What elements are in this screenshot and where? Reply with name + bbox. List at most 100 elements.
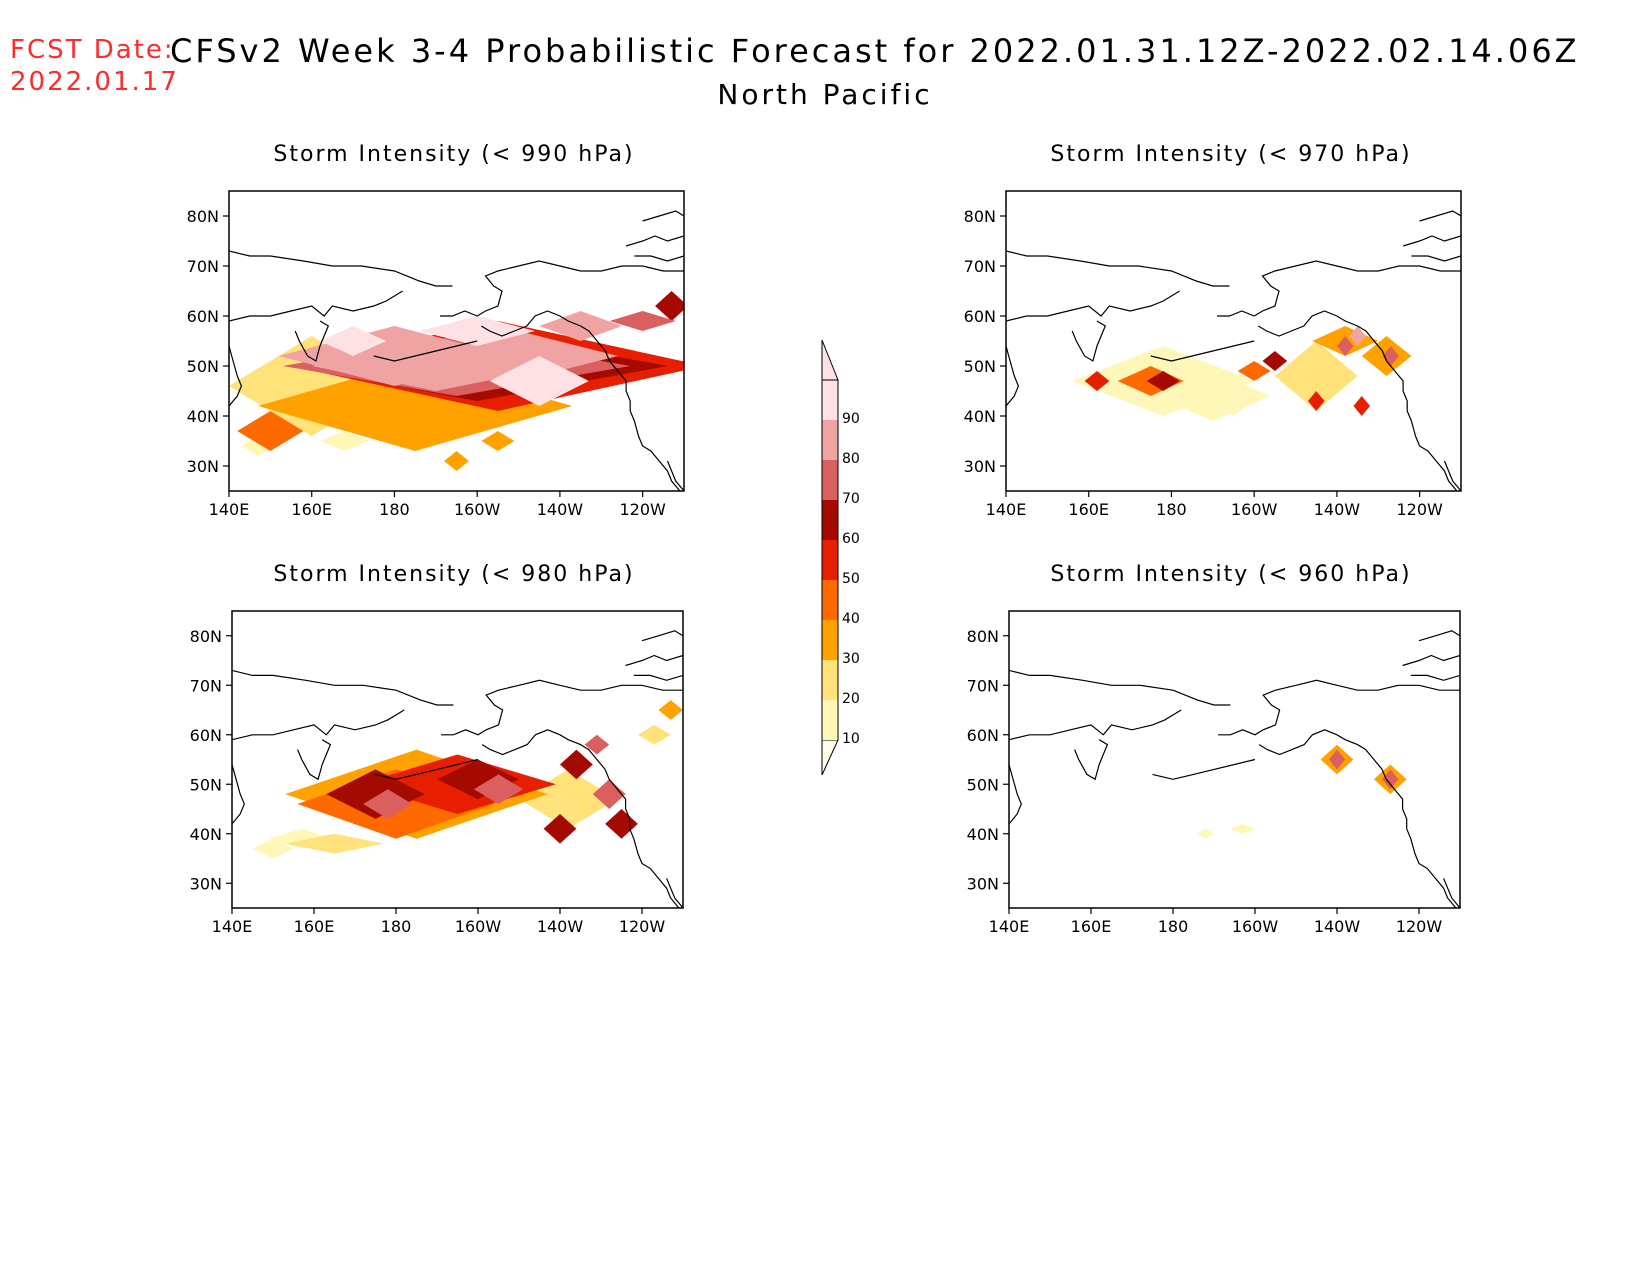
lat-tick-label: 80N: [964, 207, 996, 226]
probability-contour-60: [655, 291, 684, 321]
lon-tick-label: 180: [381, 917, 412, 936]
probability-contour-20: [285, 833, 384, 854]
probability-contour-90: [320, 326, 387, 356]
lat-tick-label: 70N: [964, 257, 996, 276]
page-title: CFSv2 Week 3-4 Probabilistic Forecast fo…: [170, 32, 1580, 70]
probability-contour-70: [584, 734, 610, 755]
lon-tick-label: 180: [1156, 500, 1187, 519]
lat-tick-label: 80N: [187, 207, 219, 226]
coastline: [232, 709, 405, 741]
coastline: [642, 210, 684, 222]
probability-contour-30: [658, 700, 683, 720]
lon-tick-label: 120W: [1396, 500, 1443, 519]
colorbar-label: 10: [842, 731, 860, 747]
colorbar-label: 70: [842, 491, 860, 507]
colorbar-label: 40: [842, 611, 860, 627]
probability-contour-70: [363, 789, 413, 819]
probability-contour-90: [489, 356, 589, 406]
colorbar-label: 30: [842, 651, 860, 667]
lon-tick-label: 180: [1158, 917, 1189, 936]
probability-contour-70: [609, 311, 676, 331]
probability-contour-90: [419, 316, 536, 346]
map-panel: 80N 70N 60N 50N 40N 30N 140E 160E 180 160W 140W 120…: [964, 190, 1462, 519]
lon-tick-label: 160E: [291, 500, 332, 519]
coastline: [294, 320, 330, 362]
lon-tick-label: 120W: [1396, 917, 1443, 936]
coastline-layer: [232, 630, 683, 908]
coastline: [1150, 340, 1255, 362]
colorbar-swatch-10: [822, 700, 838, 740]
lon-tick-label: 140W: [1314, 500, 1361, 519]
map-frame: [231, 610, 684, 909]
coastline: [1006, 345, 1020, 407]
coastline: [1402, 654, 1460, 667]
coastline: [625, 235, 684, 247]
probability-contour-70: [473, 774, 524, 805]
lon-tick-label: 160E: [294, 917, 335, 936]
probability-contour-60: [543, 813, 577, 844]
lon-tick-label: 180: [379, 500, 410, 519]
coastline: [641, 630, 683, 642]
colorbar-top-tip: [821, 339, 839, 381]
lat-tick-label: 70N: [967, 676, 999, 695]
lon-tick-label: 120W: [619, 500, 666, 519]
probability-contour-40: [1237, 361, 1271, 381]
probability-fill-layer: [1197, 744, 1407, 839]
colorbar-bottom-tip: [821, 739, 839, 776]
lon-tick-label: 140W: [1314, 917, 1361, 936]
lon-tick-label: 140E: [212, 917, 253, 936]
lat-tick-label: 80N: [967, 627, 999, 646]
lon-tick-label: 160W: [455, 917, 502, 936]
lon-tick-label: 140W: [537, 500, 584, 519]
coastline: [1152, 758, 1256, 780]
lat-tick-label: 70N: [190, 676, 222, 695]
probability-contour-40: [237, 411, 304, 451]
coastline: [1402, 235, 1461, 247]
probability-contour-30: [444, 451, 469, 471]
lon-tick-label: 160W: [454, 500, 501, 519]
lat-tick-label: 60N: [964, 307, 996, 326]
coastline: [229, 290, 404, 322]
forecast-date-label: FCST Date:: [10, 35, 175, 65]
coastline-layer: [1006, 210, 1461, 491]
coastline: [1071, 320, 1107, 362]
lon-tick-label: 160E: [1068, 500, 1109, 519]
lon-tick-label: 120W: [619, 917, 666, 936]
coastline: [1418, 630, 1460, 642]
coastline: [297, 739, 332, 781]
probability-contour-20: [1274, 341, 1358, 411]
probability-fill-layer: [252, 700, 683, 859]
coastline: [1411, 255, 1461, 262]
coastline-layer: [229, 210, 684, 491]
lon-tick-label: 160W: [1232, 917, 1279, 936]
lat-tick-label: 70N: [187, 257, 219, 276]
probability-contour-60: [605, 809, 638, 839]
probability-contour-50: [1353, 396, 1370, 416]
probability-contour-70: [592, 779, 626, 809]
colorbar-swatch-20: [822, 660, 838, 700]
coastline-layer: [1009, 630, 1460, 908]
colorbar-swatch-30: [822, 620, 838, 660]
probability-contour-70: [1336, 336, 1354, 356]
probability-contour-10: [252, 838, 294, 859]
lon-tick-label: 140E: [989, 917, 1030, 936]
panel-title-960: Storm Intensity (< 960 hPa): [1050, 562, 1412, 587]
map-frame: [1005, 190, 1462, 492]
probability-contour-50: [1084, 371, 1110, 391]
lat-tick-label: 50N: [967, 775, 999, 794]
panel-title-970: Storm Intensity (< 970 hPa): [1050, 142, 1412, 167]
probability-contour-80: [419, 331, 618, 381]
coastline: [375, 758, 479, 780]
probability-fill-layer: [1072, 326, 1412, 421]
coastline: [232, 669, 454, 706]
coastline: [666, 460, 684, 491]
colorbar-label: 60: [842, 531, 860, 547]
lat-tick-label: 40N: [190, 825, 222, 844]
map-panel: 80N 70N 60N 50N 40N 30N 140E 160E 180 160W 140W 120…: [967, 610, 1461, 936]
coastline: [1009, 764, 1022, 825]
panel-title-990: Storm Intensity (< 990 hPa): [273, 142, 635, 167]
lat-tick-label: 40N: [187, 407, 219, 426]
coastline: [1006, 290, 1181, 322]
coastline: [229, 250, 453, 287]
probability-contour-70: [1382, 769, 1399, 790]
